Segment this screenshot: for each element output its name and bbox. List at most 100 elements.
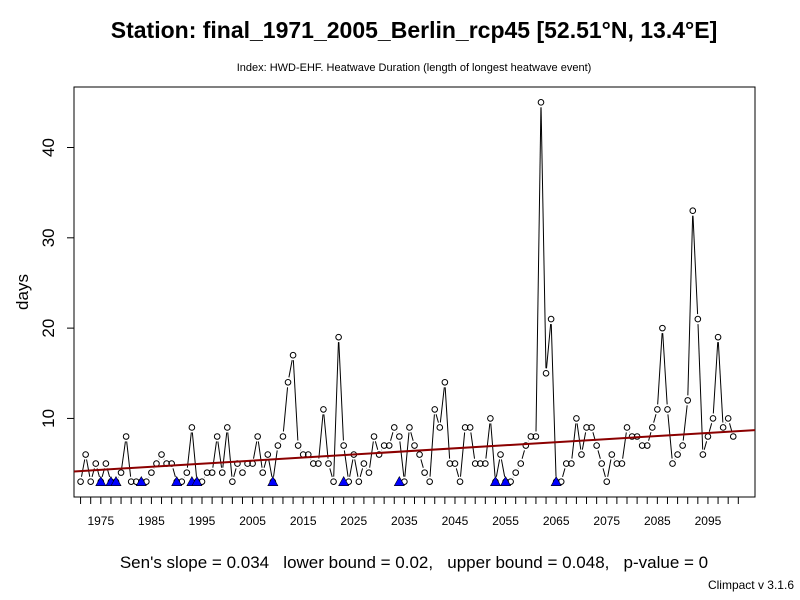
series-segment [562,468,566,477]
data-point [476,460,484,467]
data-point [375,451,383,458]
series-segment [186,432,192,468]
series-segment [697,324,704,450]
data-point [254,433,261,440]
series-segment [273,450,278,477]
data-point [411,442,418,449]
series-segment [470,432,476,459]
data-point [284,379,292,386]
data-point [669,460,676,467]
data-point [315,460,322,467]
data-point [203,469,211,476]
data-point [87,478,94,485]
data-point [497,451,504,458]
x-tick-label: 2035 [391,514,418,528]
data-point [532,433,540,440]
data-point [274,442,282,449]
data-point [694,315,702,323]
data-point [310,460,317,467]
data-point [360,460,368,467]
data-point [598,460,605,467]
y-axis-label: days [13,274,32,310]
series-segment [729,423,733,432]
series-segment [359,468,364,477]
series-segment [550,324,557,477]
data-point [421,469,428,476]
series-segment [257,441,263,468]
series-segment [540,107,547,369]
x-tick-label: 2015 [290,514,317,528]
data-point [294,442,302,449]
series-segment [369,441,374,468]
series-segment [500,459,506,477]
data-point [213,433,221,440]
series-segment [602,468,606,477]
data-point [229,478,236,485]
data-point [446,460,454,467]
x-tick-label: 2075 [593,514,620,528]
series-segment [268,459,273,477]
series-segment [253,441,258,459]
series-segment [439,387,445,423]
series-segment [662,333,668,405]
data-point [679,442,686,449]
data-point [127,478,135,485]
series-segment [622,432,627,459]
x-tick-label: 1985 [138,514,165,528]
chart-subtitle: Index: HWD-EHF. Heatwave Duration (lengt… [237,62,592,74]
data-point [699,451,707,458]
data-point [365,469,373,476]
series-segment [86,459,91,477]
data-point [487,415,494,422]
series-segment [692,215,699,315]
series-segment [191,432,197,477]
data-point [684,397,692,404]
series-segment [126,441,132,477]
data-point [431,406,439,413]
x-tick-label: 2095 [695,514,722,528]
series-segment [708,423,713,432]
missing-marker [171,476,183,486]
data-point [148,469,155,476]
data-point [659,324,666,332]
series-segment [597,450,601,459]
data-point [719,424,727,431]
series-segment [535,107,542,432]
data-point [522,442,530,449]
data-point [289,351,297,359]
y-tick-label: 30 [39,228,58,247]
series-segment [490,423,496,477]
data-point [259,469,267,476]
x-tick-label: 2005 [239,514,266,528]
data-point [390,424,398,431]
x-tick-label: 2025 [340,514,367,528]
data-point [618,460,626,467]
data-point [239,469,246,476]
data-point [512,469,519,476]
data-point [451,460,459,467]
data-point [648,424,656,431]
data-point [441,379,449,386]
series-segment [495,459,501,477]
series-segment [390,432,394,441]
data-point [709,415,717,422]
data-point [588,424,595,431]
data-point [482,460,489,467]
x-tick-label: 1975 [87,514,114,528]
series-segment [429,414,435,477]
series-segment [485,423,491,459]
series-segment [435,414,439,423]
data-point [456,478,464,485]
data-point [370,433,378,440]
series-segment [576,423,582,450]
chart-title: Station: final_1971_2005_Berlin_rcp45 [5… [111,17,717,43]
data-point [396,433,403,440]
series-segment [667,414,673,459]
series-segment [653,414,657,423]
data-point [623,424,631,431]
series-segment [657,333,663,405]
series-segment [712,342,719,414]
series-segment [607,459,612,477]
data-point [573,415,580,422]
